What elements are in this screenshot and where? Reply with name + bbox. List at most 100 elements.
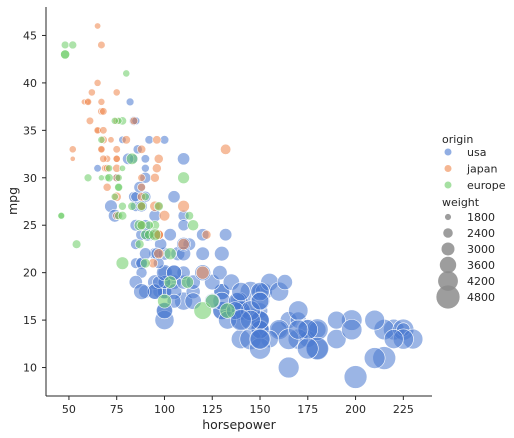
data-point-usa: [219, 228, 233, 242]
data-point-japan: [85, 116, 95, 125]
data-point-usa: [277, 356, 300, 379]
data-point-europe: [115, 256, 130, 270]
data-point-japan: [220, 143, 232, 155]
data-point-japan: [195, 265, 210, 280]
data-point-europe: [118, 201, 127, 211]
data-point-europe: [157, 293, 172, 309]
data-point-japan: [94, 22, 102, 30]
data-point-usa: [343, 365, 368, 389]
data-point-usa: [288, 300, 309, 321]
data-point-usa: [327, 310, 346, 330]
data-point-europe: [136, 201, 147, 212]
data-point-japan: [201, 229, 212, 240]
data-point-japan: [153, 153, 164, 164]
x-tick-label: 125: [202, 403, 223, 416]
data-point-europe: [141, 192, 150, 202]
data-point-europe: [153, 201, 164, 212]
data-point-japan: [107, 136, 115, 144]
legend-label-japan: japan: [466, 163, 498, 176]
data-point-europe: [219, 302, 236, 319]
data-point-europe: [163, 247, 177, 260]
y-tick-label: 45: [23, 29, 37, 42]
x-tick-label: 150: [250, 403, 271, 416]
data-point-usa: [296, 337, 319, 360]
data-point-europe: [118, 164, 126, 172]
data-point-usa: [167, 190, 181, 204]
points-layer: [57, 22, 424, 389]
legend-size-marker: [443, 228, 453, 238]
data-point-europe: [110, 192, 119, 201]
data-point-japan: [97, 98, 106, 106]
data-point-japan: [150, 172, 160, 183]
data-point-europe: [127, 201, 137, 211]
data-point-japan: [69, 155, 76, 162]
data-point-europe: [205, 293, 220, 309]
legend-size-marker: [439, 256, 457, 274]
data-point-usa: [144, 135, 154, 145]
legend-hue-entries: usa japan europe: [444, 146, 506, 192]
data-point-usa: [363, 347, 386, 369]
data-point-europe: [110, 116, 119, 125]
legend-title-weight: weight: [442, 196, 480, 209]
y-tick-label: 10: [23, 362, 37, 375]
legend-size-label: 4800: [467, 291, 495, 304]
y-ticks: 10 15 20 25 30 35 40 45: [23, 29, 46, 375]
data-point-europe: [140, 258, 151, 269]
legend-size-entries: 1800 2400 3000 3600 4200 4800: [436, 211, 495, 309]
data-point-japan: [121, 135, 131, 145]
data-point-japan: [153, 248, 165, 260]
data-point-japan: [99, 107, 108, 116]
data-point-usa: [383, 329, 404, 349]
data-point-europe: [60, 49, 71, 60]
legend-marker-europe: [444, 181, 452, 189]
data-point-usa: [214, 246, 230, 262]
data-point-europe: [104, 173, 114, 183]
legend-size-label: 4200: [467, 275, 495, 288]
data-point-usa: [125, 97, 135, 107]
legend-size-label: 2400: [467, 227, 495, 240]
data-point-europe: [122, 69, 131, 78]
data-point-usa: [133, 283, 150, 300]
x-tick-label: 100: [154, 403, 175, 416]
x-tick-label: 200: [345, 403, 366, 416]
legend-size-marker: [444, 213, 452, 221]
x-tick-label: 75: [110, 403, 124, 416]
y-tick-label: 25: [23, 219, 37, 232]
data-point-europe: [68, 40, 78, 50]
data-point-japan: [177, 238, 190, 251]
data-point-usa: [177, 152, 191, 166]
x-axis-label: horsepower: [202, 417, 276, 432]
legend-size-label: 3000: [467, 243, 495, 256]
data-point-japan: [68, 145, 77, 154]
data-point-japan: [136, 144, 147, 154]
legend-size-marker: [438, 271, 458, 291]
data-point-usa: [249, 328, 271, 350]
data-point-japan: [129, 116, 139, 126]
data-point-japan: [152, 135, 162, 145]
y-tick-label: 40: [23, 77, 37, 90]
data-point-europe: [114, 182, 124, 192]
y-axis-label: mpg: [5, 187, 20, 215]
y-tick-label: 20: [23, 267, 37, 280]
data-point-japan: [97, 40, 106, 50]
data-point-usa: [364, 309, 385, 331]
data-point-europe: [184, 211, 194, 221]
data-point-europe: [57, 211, 66, 220]
data-point-japan: [97, 145, 106, 154]
data-point-europe: [97, 135, 106, 144]
data-point-usa: [140, 154, 150, 164]
data-point-europe: [148, 228, 162, 241]
data-point-europe: [114, 173, 123, 182]
data-point-usa: [341, 319, 363, 341]
x-tick-label: 175: [297, 403, 318, 416]
data-point-japan: [84, 97, 92, 106]
data-point-europe: [193, 301, 212, 320]
x-tick-label: 50: [62, 403, 76, 416]
y-tick-label: 15: [23, 314, 37, 327]
data-point-europe: [125, 152, 139, 165]
legend-size-marker: [441, 242, 455, 256]
data-point-japan: [112, 88, 121, 97]
data-point-europe: [117, 211, 128, 221]
